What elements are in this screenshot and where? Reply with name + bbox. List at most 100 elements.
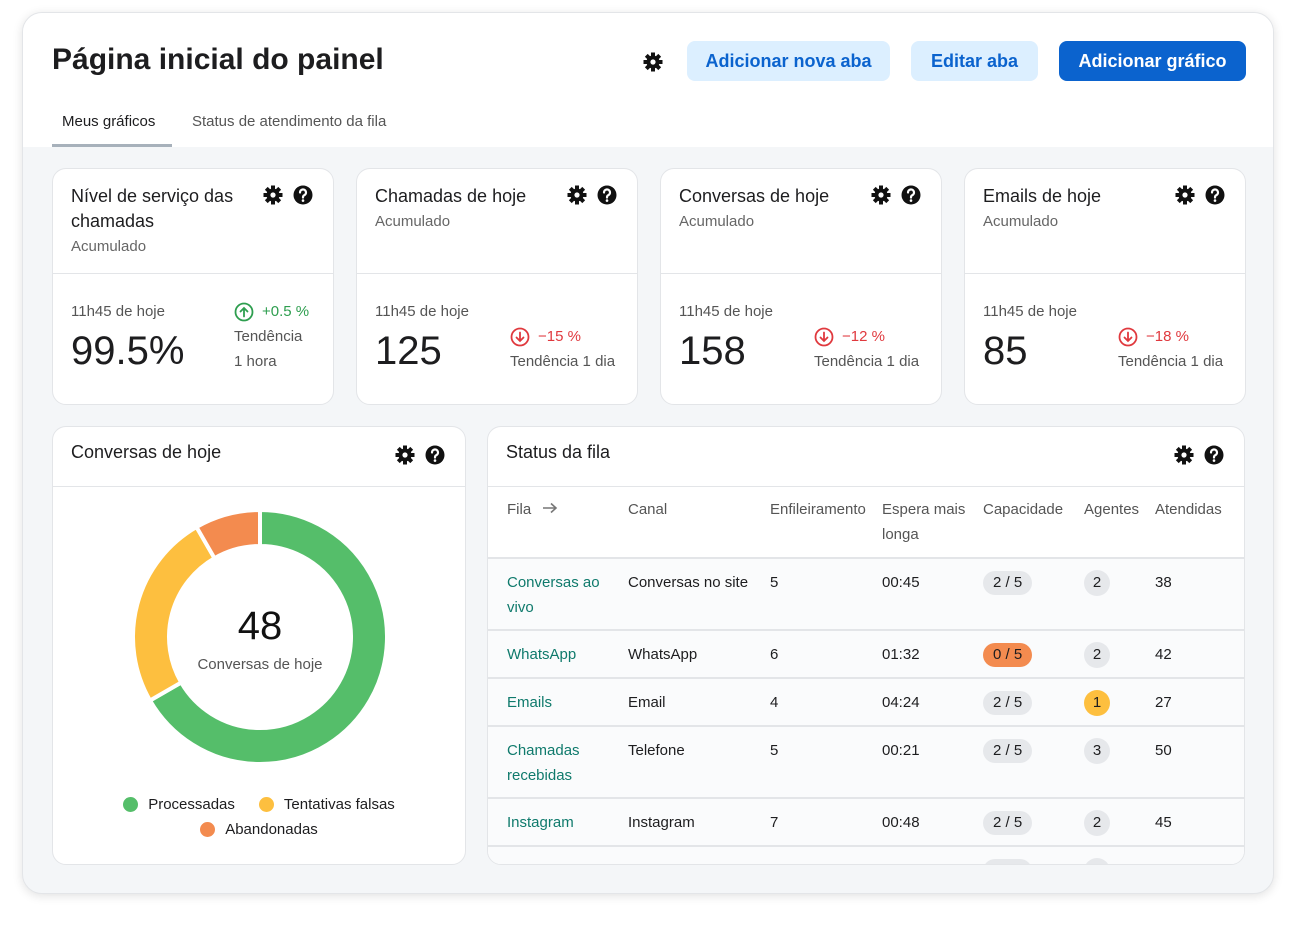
- edit-tab-button[interactable]: Editar aba: [911, 41, 1038, 81]
- settings-icon[interactable]: [263, 185, 283, 205]
- gear-tooth: [263, 193, 269, 197]
- settings-icon[interactable]: [567, 185, 587, 205]
- cell-text: 4: [770, 862, 778, 864]
- page-title: Página inicial do painel: [52, 43, 384, 76]
- kpi-card: Emails de hoje Acumulado 11h45 de hoje 85 −1…: [964, 168, 1246, 405]
- column-header: Atendidas: [1155, 487, 1244, 559]
- table-cell: 27: [1155, 678, 1244, 727]
- trend-arrow: [515, 331, 525, 342]
- gear-tooth: [395, 453, 401, 457]
- column-header: Enfileiramento: [770, 487, 882, 559]
- kpi-trend: −18 % Tendência 1 dia: [1118, 324, 1226, 376]
- tab[interactable]: Status de atendimento da fila: [192, 113, 387, 130]
- kpi-time: 11h45 de hoje: [375, 303, 469, 320]
- gear-tooth: [406, 446, 414, 454]
- table-cell: 01:02: [882, 846, 983, 864]
- settings-icon[interactable]: [1174, 445, 1194, 465]
- trend-row: −12 %: [814, 324, 885, 349]
- gear-tooth: [581, 193, 587, 197]
- help-dot: [909, 199, 913, 202]
- cell-text: Conversas no site: [628, 574, 749, 591]
- gear-tooth: [1185, 456, 1193, 464]
- column-label: Fila: [507, 501, 532, 518]
- card-icons: [1175, 185, 1225, 205]
- help-icon[interactable]: [293, 185, 313, 205]
- legend-item: Processadas: [123, 792, 235, 817]
- queue-link[interactable]: WhatsApp: [507, 646, 577, 663]
- kpi-title: Emails de hoje: [983, 186, 1102, 206]
- dashboard: Página inicial do painel Adicionar nova …: [22, 12, 1274, 894]
- kpi-card: Conversas de hoje Acumulado 11h45 de hoje 1…: [660, 168, 942, 405]
- help-mark: [1210, 188, 1220, 199]
- help-icon[interactable]: [597, 185, 617, 205]
- settings-icon[interactable]: [395, 445, 415, 465]
- kpi-time: 11h45 de hoje: [983, 303, 1077, 320]
- help-icon[interactable]: [1205, 185, 1225, 205]
- queue-link[interactable]: Emails: [507, 694, 553, 711]
- legend-item: Tentativas falsas: [258, 792, 395, 817]
- gear-tooth: [396, 456, 404, 464]
- gear-tooth: [1183, 185, 1187, 191]
- gear-tooth: [1185, 446, 1193, 454]
- tab[interactable]: Meus gráficos: [52, 113, 172, 147]
- queue-link[interactable]: Instagram: [507, 814, 574, 831]
- header: Página inicial do painel Adicionar nova …: [23, 13, 1273, 147]
- gear-tooth: [872, 196, 880, 204]
- gear-hole: [1181, 452, 1187, 458]
- kpi-body: 11h45 de hoje 158 −12 % Tendência 1 dia: [661, 274, 941, 376]
- help-dot: [301, 199, 305, 202]
- gear-tooth: [651, 52, 655, 58]
- kpi-header: Emails de hoje Acumulado: [965, 169, 1245, 274]
- queue-link[interactable]: Chamadas recebidas: [507, 742, 580, 784]
- gear-tooth: [406, 456, 414, 464]
- table-cell: 2: [1084, 630, 1155, 679]
- card-icons: [871, 185, 921, 205]
- kpi-title: Nível de serviço das chamadas: [71, 186, 234, 231]
- trend-row: +0.5 %: [234, 299, 309, 324]
- settings-icon[interactable]: [1175, 185, 1195, 205]
- cell-text: Telefone: [628, 742, 685, 759]
- kpi-header: Nível de serviço das chamadas Acumulado: [53, 169, 333, 274]
- trend-value: +0.5 %: [262, 303, 310, 320]
- help-icon[interactable]: [901, 185, 921, 205]
- queue-link[interactable]: Messenger: [507, 862, 581, 864]
- capacity-badge: 3 / 5: [983, 859, 1033, 864]
- agents-badge: 1: [1084, 690, 1110, 716]
- gear-hole: [1182, 192, 1188, 198]
- kpi-subtitle: Acumulado: [983, 213, 1059, 230]
- trend-arrow: [819, 331, 829, 342]
- cell-text: 00:48: [882, 814, 920, 831]
- add-tab-button[interactable]: Adicionar nova aba: [687, 41, 890, 81]
- add-chart-button[interactable]: Adicionar gráfico: [1059, 41, 1246, 81]
- trend-ring: [814, 327, 834, 346]
- table-cell: WhatsApp: [628, 630, 770, 679]
- gear-tooth: [657, 60, 663, 64]
- gear-tooth: [1183, 199, 1187, 205]
- queue-link[interactable]: Conversas ao vivo: [507, 574, 600, 616]
- table-cell: 4: [770, 846, 882, 864]
- help-dot: [1213, 199, 1217, 202]
- help-mark: [298, 188, 308, 199]
- legend-label: Tentativas falsas: [283, 796, 395, 813]
- table-cell: 3: [1084, 846, 1155, 864]
- settings-icon[interactable]: [871, 185, 891, 205]
- table-cell: 2 / 5: [983, 726, 1084, 799]
- gear-tooth: [1175, 193, 1181, 197]
- help-mark: [430, 448, 440, 459]
- trend-label: Tendência 1 hora: [234, 328, 303, 370]
- table-cell: 3 / 5: [983, 846, 1084, 864]
- gear-tooth: [578, 186, 586, 194]
- cell-text: 00:45: [882, 574, 920, 591]
- gear-tooth: [1176, 196, 1184, 204]
- help-icon[interactable]: [425, 445, 445, 465]
- trend-icon: [1118, 327, 1138, 346]
- gear-tooth: [1176, 186, 1184, 194]
- help-icon[interactable]: [1204, 445, 1224, 465]
- settings-icon[interactable]: [643, 52, 663, 72]
- gear-tooth: [274, 186, 282, 194]
- gear-tooth: [654, 63, 662, 71]
- trend-ring: [1118, 327, 1138, 346]
- cell-text: Messenger: [628, 862, 702, 864]
- table-cell: Messenger: [488, 846, 628, 864]
- kpi-left: 11h45 de hoje 85: [983, 299, 1077, 376]
